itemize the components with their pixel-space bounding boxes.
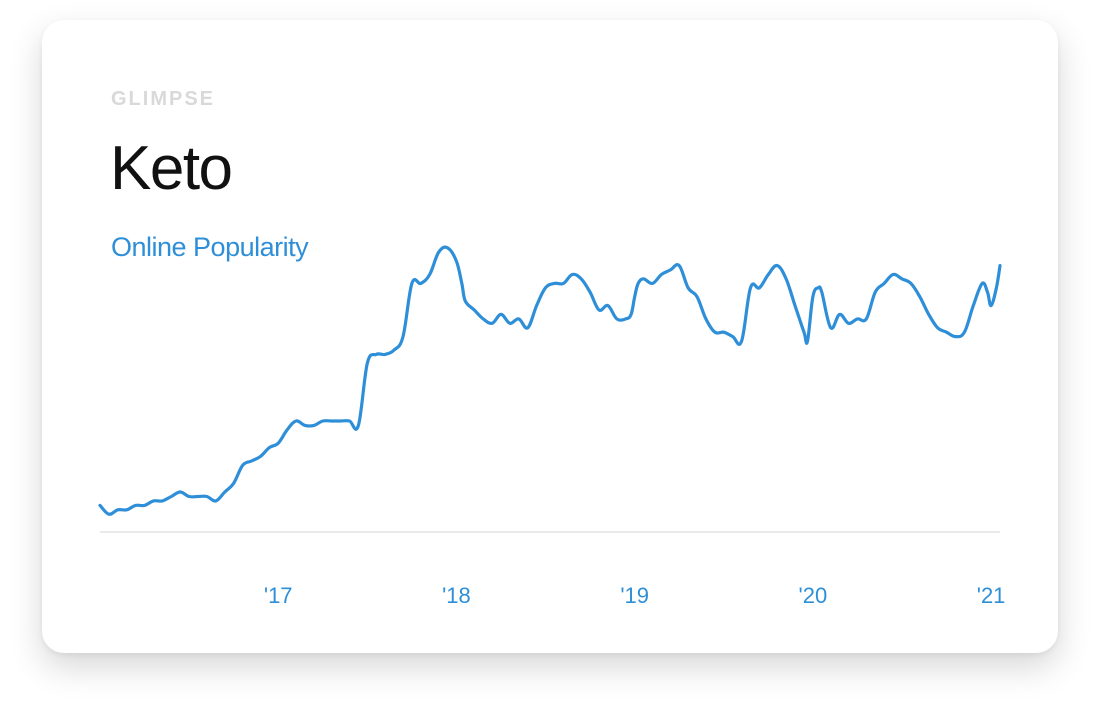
x-tick-label-4: '21	[977, 583, 1006, 608]
chart-title: Keto	[110, 134, 233, 203]
x-tick-label-0: '17	[264, 583, 293, 608]
x-tick-label-1: '18	[442, 583, 471, 608]
chart-card	[42, 20, 1058, 653]
series-line-0	[98, 245, 1002, 516]
brand-logo: GLIMPSE	[111, 88, 216, 110]
chart-subtitle: Online Popularity	[111, 232, 309, 262]
x-tick-label-2: '19	[620, 583, 649, 608]
x-tick-label-3: '20	[799, 583, 828, 608]
